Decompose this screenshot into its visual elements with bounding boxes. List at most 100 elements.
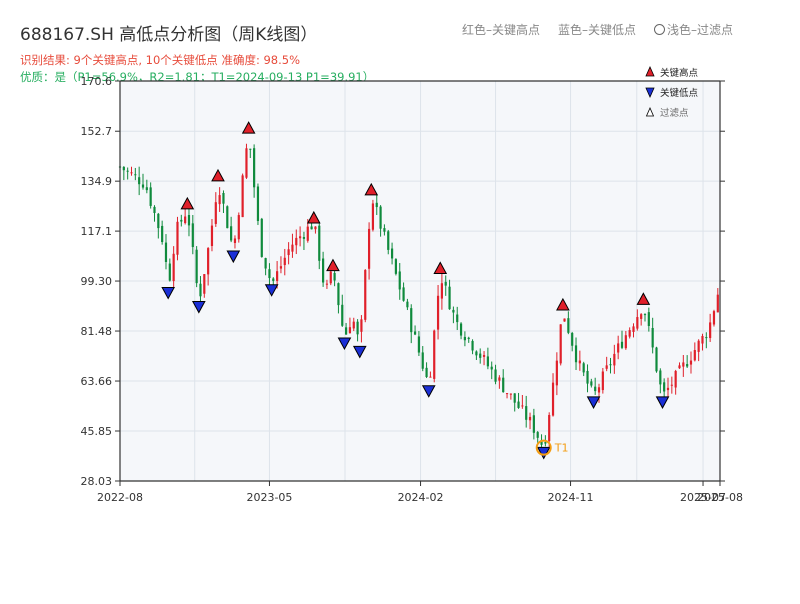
candle-body (314, 226, 317, 230)
candle-body (291, 244, 294, 252)
hollow-circle-icon (654, 24, 666, 35)
candle-body (482, 355, 486, 357)
candle-body (256, 186, 260, 221)
candle-body (682, 362, 685, 367)
candle-body (456, 314, 459, 323)
candle-body (394, 259, 398, 274)
candle-body (440, 283, 443, 299)
t1-circle (535, 439, 552, 456)
candle-body (609, 364, 612, 366)
axes: 28.03 45.85 63.66 81.48 99.30 117.1 134.9 152.7… (81, 75, 743, 504)
candle-body (356, 321, 359, 335)
candle-body (586, 370, 589, 384)
candle-body (371, 203, 375, 230)
key-high-marker (306, 210, 321, 224)
legend-light-text: 浅色–过滤点 (667, 23, 734, 37)
key-low-marker (226, 250, 241, 264)
candle-body (459, 323, 463, 336)
candle-body (383, 228, 386, 232)
candle-body (597, 387, 601, 393)
candle-body (329, 271, 332, 284)
marker-series: T1 (161, 121, 670, 460)
candle-body (222, 192, 225, 204)
top-legend: 红色–关键高点 蓝色–关键低点 浅色–过滤点 (462, 21, 733, 38)
candle-body (444, 281, 447, 286)
candle-body (686, 364, 689, 367)
candle-body (467, 337, 470, 339)
candle-body (666, 387, 670, 391)
candle-body (540, 440, 543, 445)
candle-body (322, 258, 325, 283)
candle-body (582, 363, 585, 373)
key-high-marker (556, 297, 570, 311)
candle-body (126, 170, 129, 172)
candle-body (663, 382, 666, 392)
candle-body (375, 202, 378, 208)
candle-body (287, 249, 290, 256)
candle-body (145, 187, 148, 191)
legend-blue-text: 蓝色–关键低点 (558, 23, 637, 37)
candle-body (233, 238, 237, 243)
candle-body (302, 237, 306, 239)
candle-body (701, 336, 704, 344)
candle-body (299, 236, 302, 239)
candle-body (486, 356, 489, 367)
candle-body (134, 174, 137, 176)
candle-body (176, 221, 179, 255)
candle-body (226, 206, 229, 229)
candle-body (210, 225, 214, 246)
candle-body (367, 228, 371, 269)
y-tick-label: 45.85 (81, 425, 113, 438)
candle-body (306, 226, 309, 241)
candle-body (390, 248, 394, 259)
candle-body (191, 223, 194, 248)
candle-body (574, 345, 578, 363)
candle-body (544, 442, 547, 444)
candle-body (253, 148, 256, 188)
candle-body (379, 206, 382, 229)
t1-label: T1 (554, 442, 569, 455)
legend-light-item: 浅色–过滤点 (654, 21, 733, 38)
y-tick-label: 81.48 (81, 325, 113, 338)
candle-body (716, 294, 719, 313)
candle-body (272, 278, 275, 281)
candle-body (712, 311, 716, 325)
y-tick-label: 170.6 (81, 75, 113, 88)
key-low-marker (586, 396, 601, 409)
key-low-marker (191, 301, 206, 314)
candle-body (517, 401, 520, 408)
candle-body (168, 263, 171, 281)
candle-body (325, 283, 329, 285)
candle-body (279, 266, 283, 269)
candle-body (268, 269, 271, 279)
candle-body (647, 312, 650, 327)
candle-body (613, 353, 616, 366)
candle-body (161, 225, 164, 243)
key-high-marker (241, 121, 256, 134)
candle-body (310, 226, 313, 230)
candle-body (276, 271, 279, 281)
result-summary: 识别结果: 9个关键高点, 10个关键低点 准确度: 98.5% (20, 53, 301, 67)
candle-body (551, 382, 555, 416)
candle-body (705, 337, 708, 339)
candle-body (617, 343, 620, 353)
candle-body (571, 332, 574, 346)
candle-body (697, 340, 700, 352)
candle-body (398, 271, 401, 290)
candle-body (502, 377, 505, 393)
key-high-marker (211, 168, 225, 182)
candle-body (636, 317, 639, 329)
candle-body (214, 202, 217, 224)
y-tick-label: 99.30 (81, 275, 113, 288)
candle-body (237, 215, 240, 240)
candle-body (578, 360, 581, 364)
legend-label: 关键高点 (660, 67, 699, 79)
candle-body (406, 301, 409, 308)
candle-body (149, 187, 152, 206)
candle-body (632, 326, 635, 332)
candle-body (590, 381, 593, 386)
key-low-marker (655, 396, 670, 409)
